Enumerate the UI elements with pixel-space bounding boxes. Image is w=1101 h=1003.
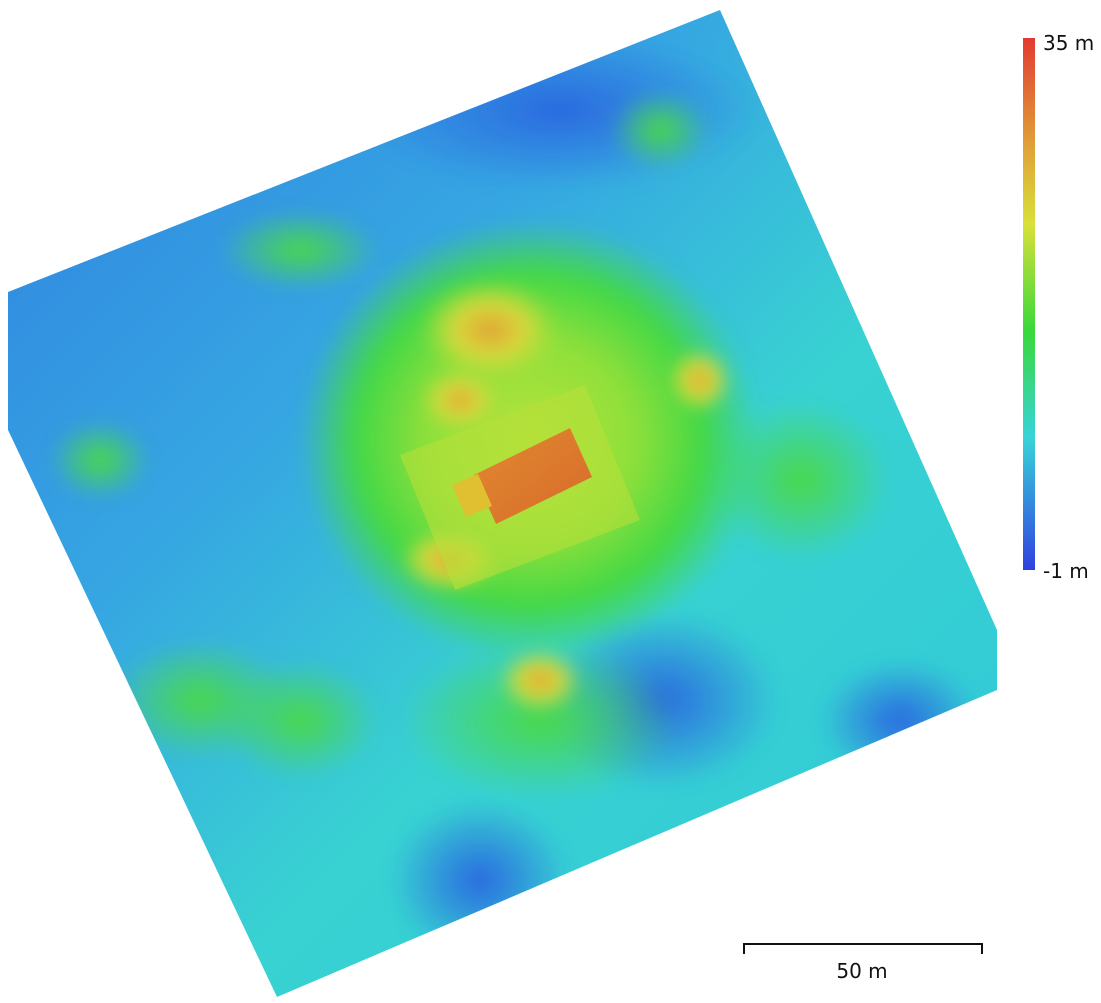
scale-bar xyxy=(743,943,983,954)
dem-raster xyxy=(8,10,997,997)
color-ramp xyxy=(1023,38,1035,570)
scale-label: 50 m xyxy=(836,959,887,983)
legend-min-label: -1 m xyxy=(1043,559,1089,583)
legend-max-label: 35 m xyxy=(1043,31,1094,55)
